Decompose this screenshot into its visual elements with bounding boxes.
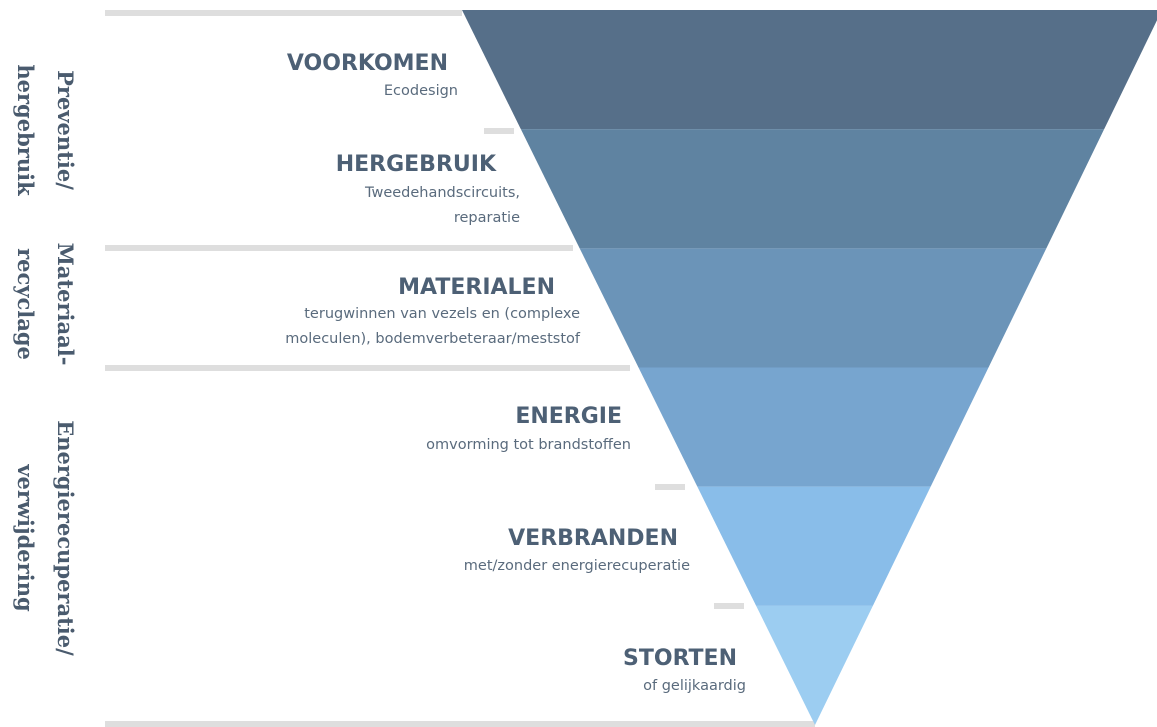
level-description: moleculen), bodemverbeteraar/meststof <box>285 331 581 347</box>
level-title: VOORKOMEN <box>287 51 448 76</box>
side-label-line: verwijdering <box>13 463 38 612</box>
side-label-line: Energierecuperatie/ <box>53 420 78 656</box>
level-title: STORTEN <box>623 646 737 671</box>
level-description: terugwinnen van vezels en (complexe <box>304 306 580 322</box>
side-label-line: Preventie/ <box>53 70 78 190</box>
side-label-line: hergebruik <box>13 64 38 196</box>
level-title: VERBRANDEN <box>508 526 678 551</box>
level-description: of gelijkaardig <box>643 678 746 694</box>
level-description: Tweedehandscircuits, <box>364 185 520 201</box>
level-description: omvorming tot brandstoffen <box>426 437 631 453</box>
pyramid-band <box>756 605 873 725</box>
side-label: Materiaal-recyclage <box>13 243 78 366</box>
pyramid-band <box>697 486 931 606</box>
side-label: Preventie/hergebruik <box>13 64 78 196</box>
side-label-line: Materiaal- <box>53 243 78 366</box>
pyramid-band <box>638 367 989 487</box>
pyramid-band <box>462 10 1157 130</box>
side-label-line: recyclage <box>13 248 38 360</box>
side-label: Energierecuperatie/verwijdering <box>13 420 78 656</box>
pyramid-band <box>520 129 1105 249</box>
level-description: met/zonder energierecuperatie <box>464 558 690 574</box>
level-title: HERGEBRUIK <box>336 152 497 177</box>
level-title: MATERIALEN <box>398 275 555 300</box>
level-title: ENERGIE <box>515 404 622 429</box>
level-description: Ecodesign <box>384 83 458 99</box>
level-description: reparatie <box>454 210 520 226</box>
pyramid-band <box>579 248 1047 368</box>
